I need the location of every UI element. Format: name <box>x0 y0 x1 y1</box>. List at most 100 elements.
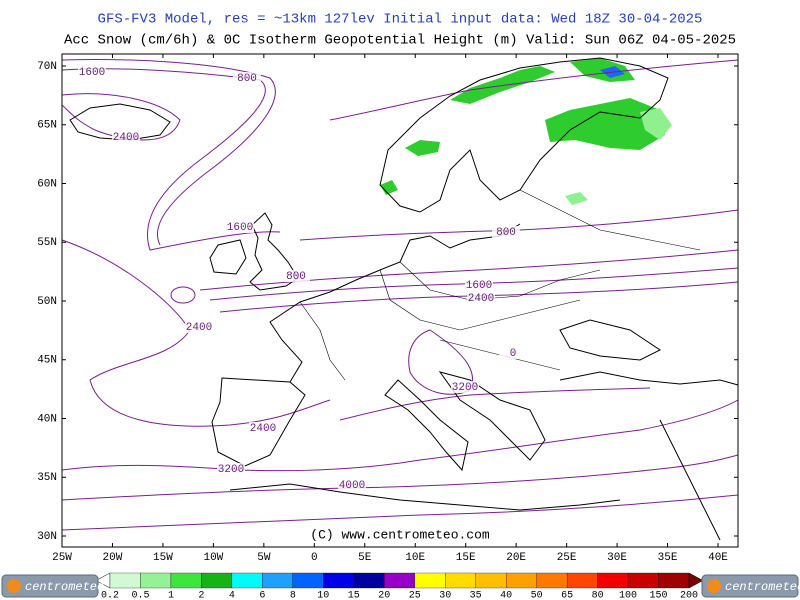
contour-label: 800 <box>286 271 306 283</box>
contour-label: 1600 <box>227 222 253 234</box>
colorbar-label: 2 <box>198 591 204 600</box>
colorbar-label: 30 <box>439 591 451 600</box>
contour-label: 3200 <box>452 382 478 394</box>
lat-label: 40N <box>37 413 57 425</box>
lat-label: 30N <box>37 531 57 543</box>
contour-label: 3200 <box>218 464 244 476</box>
contour-label-bg <box>78 66 106 78</box>
colorbar: 0.2 0.5 1 2 4 6 8 10 15 20 25 30 35 40 50 65 80 100 150 200 <box>95 572 704 600</box>
map-area <box>61 53 739 548</box>
lon-label: 25W <box>52 552 72 564</box>
colorbar-swatch <box>353 572 385 589</box>
lat-label: 45N <box>37 355 57 367</box>
colorbar-swatch <box>597 572 629 589</box>
contour-label: 4000 <box>339 480 365 492</box>
colorbar-label: 40 <box>500 591 512 600</box>
lon-label: 5W <box>257 552 271 564</box>
logo-box <box>701 574 799 598</box>
logo-text: centrometeo <box>725 580 800 594</box>
lon-label: 5E <box>358 552 372 564</box>
lon-label: 15W <box>153 552 173 564</box>
colorbar-label: 150 <box>650 591 668 600</box>
lat-label: 65N <box>37 120 57 132</box>
contour-label-bg <box>233 72 261 84</box>
coastlines <box>69 57 739 541</box>
logo-box <box>1 574 99 598</box>
colorbar-label: 6 <box>259 591 265 600</box>
contour-label: 800 <box>237 73 257 85</box>
header-line1: GFS-FV3 Model, res = ~13km 127lev Initia… <box>98 12 703 28</box>
colorbar-swatch <box>201 572 233 589</box>
colorbar-label: 25 <box>409 591 421 600</box>
contour-label-bg <box>467 292 495 304</box>
contour-label-bg <box>465 279 493 291</box>
lon-label: 10E <box>405 552 425 564</box>
contour-label-bg <box>112 131 140 143</box>
colorbar-label: 0.2 <box>101 591 119 600</box>
colorbar-swatch <box>627 572 659 589</box>
contour-label: 0 <box>510 348 517 360</box>
colorbar-swatch <box>566 572 598 589</box>
lat-label: 50N <box>37 296 57 308</box>
colorbar-swatch <box>323 572 354 589</box>
logo-right: centrometeo <box>701 574 800 598</box>
colorbar-swatch <box>170 572 202 589</box>
colorbar-label: 4 <box>229 591 235 600</box>
colorbar-swatch <box>384 572 415 589</box>
contour-label: 800 <box>496 227 516 239</box>
copyright: (C) www.centrometeo.com <box>310 527 490 542</box>
contour-label-bg <box>282 270 310 282</box>
lon-label: 20E <box>506 552 526 564</box>
lon-label: 35E <box>658 552 678 564</box>
colorbar-swatch <box>445 572 476 589</box>
lon-label: 30E <box>607 552 627 564</box>
contour-label: 1600 <box>79 67 105 79</box>
colorbar-swatch <box>140 572 172 589</box>
contour-label-bg <box>492 226 520 238</box>
contour-label-bg <box>217 463 245 475</box>
contour-label: 1600 <box>466 280 492 292</box>
lat-label: 70N <box>37 61 57 73</box>
contour-label-bg <box>499 347 527 359</box>
lat-label: 60N <box>37 178 57 190</box>
colorbar-swatch <box>109 572 141 589</box>
colorbar-swatch <box>536 572 568 589</box>
contour-labels: 1600 800240016008008001600240024000320024… <box>78 66 527 492</box>
lon-label: 0 <box>311 552 318 564</box>
colorbar-label: 100 <box>619 591 637 600</box>
logo-text: centrometeo <box>25 580 104 594</box>
colorbar-label: 15 <box>348 591 360 600</box>
colorbar-swatch <box>506 572 537 589</box>
colorbar-label: 200 <box>680 591 698 600</box>
colorbar-swatch <box>414 572 446 589</box>
contour-label: 2400 <box>186 322 212 334</box>
contour-label: 2400 <box>468 293 494 305</box>
contour-label-bg <box>338 479 366 491</box>
lon-label: 10W <box>203 552 223 564</box>
colorbar-label: 80 <box>592 591 604 600</box>
colorbar-label: 35 <box>470 591 482 600</box>
lat-label: 35N <box>37 472 57 484</box>
lon-label: 15E <box>456 552 476 564</box>
contour-label-bg <box>249 422 277 434</box>
contour-label-bg <box>451 381 479 393</box>
contour-label-bg <box>185 321 213 333</box>
colorbar-swatch <box>658 572 690 589</box>
contour-label: 2400 <box>113 132 139 144</box>
colorbar-label: 8 <box>290 591 296 600</box>
header-line2: Acc Snow (cm/6h) & 0C Isotherm Geopotent… <box>64 33 736 49</box>
colorbar-label: 50 <box>531 591 543 600</box>
lon-label: 25E <box>557 552 577 564</box>
colorbar-label: 20 <box>378 591 390 600</box>
colorbar-high <box>688 572 704 589</box>
axis-ticks: 25W 20W 15W 10W 5W 0 5E 10E 15E 20E 25E 30E 35E 40E 70… <box>37 54 738 564</box>
colorbar-label: 1 <box>168 591 174 600</box>
contour-label-bg <box>226 221 254 233</box>
colorbar-swatch <box>262 572 293 589</box>
contour-label: 2400 <box>250 423 276 435</box>
logo-left: centrometeo <box>1 574 104 598</box>
colorbar-swatch <box>475 572 507 589</box>
logo-icon <box>707 579 721 593</box>
colorbar-label: 10 <box>317 591 329 600</box>
